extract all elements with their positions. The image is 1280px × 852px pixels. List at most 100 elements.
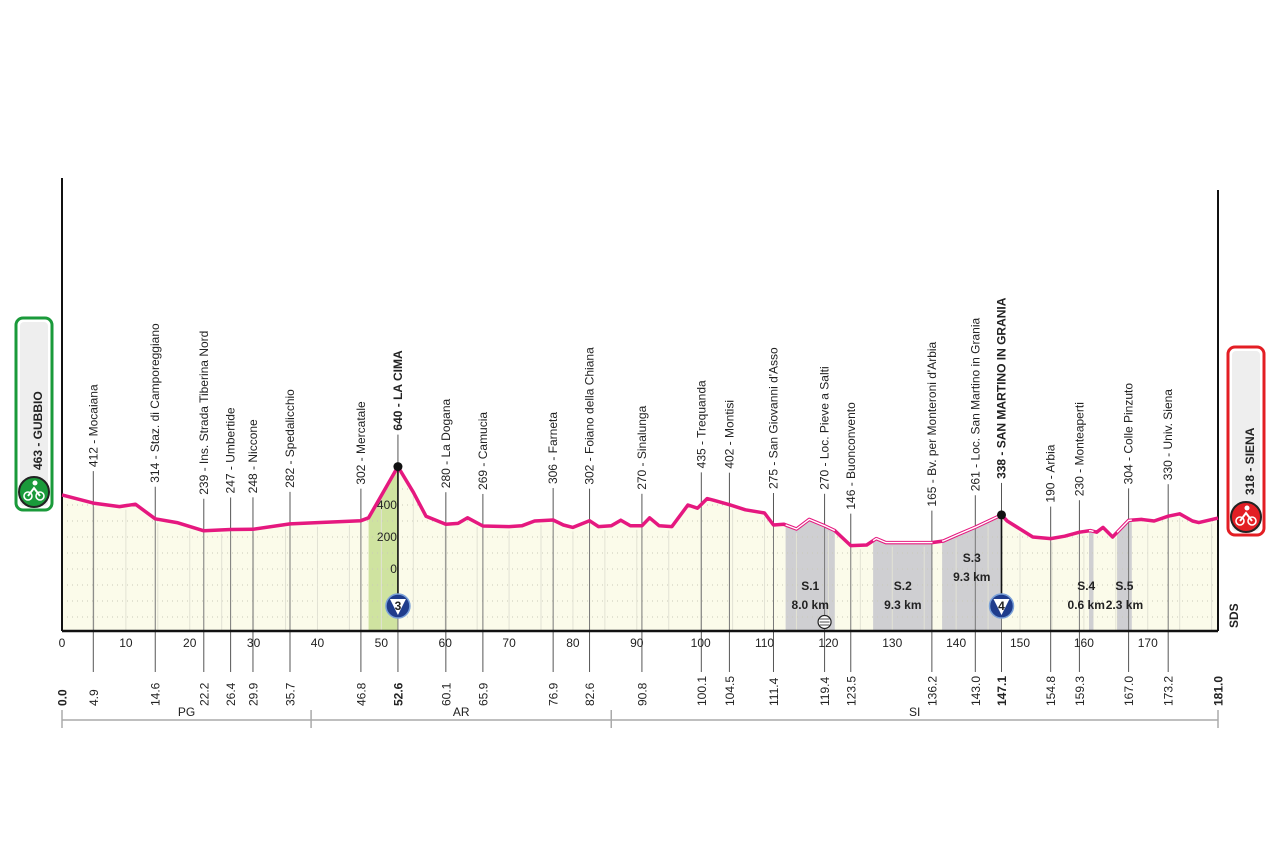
finish-badge-bg <box>1232 351 1260 531</box>
gpm-triangle <box>993 599 1010 615</box>
km-label: 26.4 <box>224 682 238 706</box>
location-label: 165 - Bv. per Monteroni d'Arbia <box>925 341 939 506</box>
wheel <box>35 491 45 501</box>
profile-line <box>61 464 1219 548</box>
gpm-category: 3 <box>395 599 402 613</box>
x-tick-label: 90 <box>630 636 644 650</box>
location-label: 230 - Monteaperti <box>1072 402 1086 496</box>
location-label: 248 - Niccone <box>246 419 260 493</box>
y-tick-label: 200 <box>377 530 397 544</box>
wheel <box>1247 516 1257 526</box>
x-tick-label: 160 <box>1074 636 1094 650</box>
km-label: 0.0 <box>56 689 70 706</box>
location-label: 330 - Univ. Siena <box>1161 389 1175 480</box>
km-label: 52.6 <box>391 682 405 706</box>
summit-dot <box>996 510 1006 520</box>
location-label: 402 - Montisi <box>722 400 736 469</box>
x-tick-label: 120 <box>818 636 838 650</box>
sector-length: 9.3 km <box>884 598 921 612</box>
y-tick-label: 400 <box>377 498 397 512</box>
gpm-category-icon: 4 <box>988 593 1015 619</box>
gravel-sector-line <box>941 514 1002 542</box>
x-tick-label: 40 <box>311 636 325 650</box>
location-label: 302 - Foiano della Chiana <box>583 347 597 485</box>
rider-head <box>1244 505 1250 511</box>
sds-logo: SDS <box>1227 603 1241 628</box>
start-badge-bg <box>20 322 48 506</box>
location-label: 640 - LA CIMA <box>391 350 405 431</box>
cyclist-icon <box>18 476 50 508</box>
location-label: 270 - Loc. Pieve a Salti <box>818 366 832 489</box>
profile-mask <box>62 440 1218 546</box>
location-label: 435 - Trequanda <box>694 380 708 468</box>
rider-body <box>1239 511 1253 522</box>
x-tick-label: 70 <box>502 636 516 650</box>
sector-name: S.4 <box>1077 579 1095 593</box>
km-label: 111.4 <box>767 677 781 706</box>
km-label: 4.9 <box>87 689 101 706</box>
gravel-sector-line <box>1088 529 1094 533</box>
location-label: 280 - La Dogana <box>439 398 453 488</box>
location-label: 314 - Staz. di Camporeggiano <box>148 323 162 483</box>
km-label: 143.0 <box>969 676 983 706</box>
location-label: 239 - Ins. Strada Tiberina Nord <box>197 331 211 495</box>
gravel-sector-area <box>1088 530 1094 631</box>
km-label: 29.9 <box>246 682 260 706</box>
km-label: 100.1 <box>695 676 709 706</box>
location-label: 306 - Farneta <box>546 412 560 484</box>
km-label: 60.1 <box>439 682 453 706</box>
location-label: 275 - San Giovanni d'Asso <box>766 347 780 489</box>
x-tick-label: 50 <box>375 636 389 650</box>
location-label: 247 - Umbertide <box>224 407 238 493</box>
x-tick-label: 110 <box>755 636 774 650</box>
km-label: 154.8 <box>1044 676 1058 706</box>
gravel-sector-area <box>942 514 1002 631</box>
rider-head <box>32 480 38 486</box>
sector-length: 2.3 km <box>1106 598 1143 612</box>
start-badge-label: 463 - GUBBIO <box>31 391 45 470</box>
sector-name: S.3 <box>963 551 981 565</box>
gravel-sector-area <box>785 519 835 631</box>
km-label: 119.4 <box>818 677 832 706</box>
region-label: PG <box>178 705 195 719</box>
gpm-triangle <box>389 599 406 615</box>
location-label: 412 - Mocaiana <box>86 384 100 467</box>
sprint-flag-icon <box>817 614 832 630</box>
x-tick-label: 60 <box>439 636 453 650</box>
wheel <box>23 491 33 501</box>
location-label: 146 - Buonconvento <box>844 402 858 510</box>
sector-length: 8.0 km <box>792 598 829 612</box>
km-label: 147.1 <box>995 676 1009 706</box>
gravel-sector-area <box>1117 520 1132 631</box>
finish-badge: 318 - SIENA <box>1226 345 1266 537</box>
location-label: 261 - Loc. San Martino in Grania <box>968 317 982 491</box>
start-badge: 463 - GUBBIO <box>14 316 54 512</box>
km-label: 173.2 <box>1162 676 1176 706</box>
x-tick-label: 30 <box>247 636 261 650</box>
km-label: 76.9 <box>547 682 561 706</box>
km-label: 65.9 <box>476 682 490 706</box>
wheel <box>1235 516 1245 526</box>
location-label: 190 - Arbia <box>1044 444 1058 502</box>
region-label: AR <box>453 705 470 719</box>
sector-name: S.2 <box>894 579 912 593</box>
x-tick-label: 130 <box>882 636 902 650</box>
sector-name: S.5 <box>1115 579 1133 593</box>
gravel-sector-line <box>872 537 933 544</box>
sector-length: 9.3 km <box>953 570 990 584</box>
summit-dot <box>393 462 403 472</box>
km-label: 167.0 <box>1122 676 1136 706</box>
km-label: 46.8 <box>354 682 368 706</box>
x-tick-label: 20 <box>183 636 197 650</box>
gpm-category-icon: 3 <box>385 593 411 619</box>
rider-body <box>27 486 41 497</box>
region-label: SI <box>909 705 920 719</box>
km-label: 104.5 <box>723 676 737 706</box>
km-label: 35.7 <box>284 682 298 706</box>
location-label: 270 - Sinalunga <box>635 405 649 489</box>
x-tick-label: 170 <box>1138 636 1158 650</box>
gpm-category: 4 <box>998 599 1005 613</box>
x-tick-label: 150 <box>1010 636 1030 650</box>
gravel-sector-line <box>785 518 836 532</box>
